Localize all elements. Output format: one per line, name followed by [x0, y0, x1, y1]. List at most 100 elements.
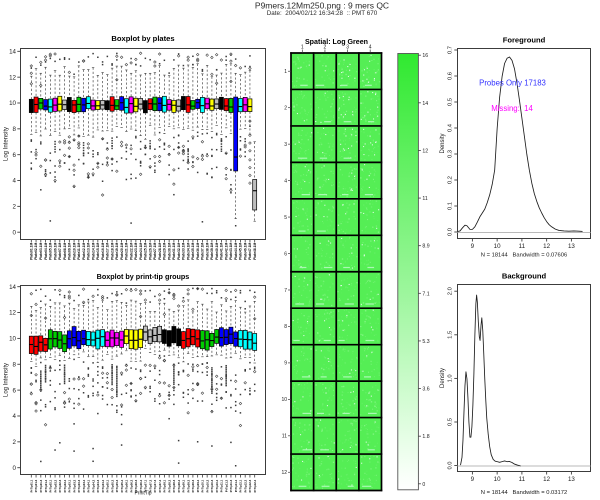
- svg-text:PrTip10.3: PrTip10.3: [210, 479, 214, 492]
- svg-text:Plate41.1M: Plate41.1M: [220, 243, 224, 260]
- svg-text:Plate05.1M: Plate05.1M: [49, 243, 53, 260]
- svg-text:PrTip02.1: PrTip02.1: [49, 479, 53, 492]
- svg-text:Missing: 14: Missing: 14: [491, 104, 533, 113]
- svg-text:Background: Background: [502, 272, 547, 281]
- svg-text:0: 0: [13, 465, 17, 472]
- svg-text:Density: Density: [440, 368, 446, 388]
- svg-text:PrTip02.2: PrTip02.2: [53, 479, 57, 492]
- svg-text:0: 0: [422, 482, 425, 488]
- svg-text:Log Intensity: Log Intensity: [4, 127, 10, 161]
- svg-text:10: 10: [494, 476, 501, 483]
- svg-text:Plate10.1M: Plate10.1M: [72, 243, 76, 260]
- svg-text:PrTip04.1: PrTip04.1: [87, 479, 91, 492]
- svg-text:Plate04.1M: Plate04.1M: [44, 243, 48, 260]
- svg-text:PrTip05.1: PrTip05.1: [106, 479, 110, 492]
- svg-text:Plate28.1M: Plate28.1M: [158, 243, 162, 260]
- svg-text:10: 10: [281, 397, 287, 403]
- svg-text:3: 3: [284, 142, 287, 148]
- svg-text:8: 8: [284, 324, 287, 330]
- svg-text:Date: 2004/02/12 16:34:28 ::: Date: 2004/02/12 16:34:28 :: PMT 670: [267, 10, 378, 17]
- svg-text:PrTip03.2: PrTip03.2: [72, 479, 76, 492]
- svg-text:16: 16: [422, 53, 428, 59]
- svg-text:Plate40.1M: Plate40.1M: [215, 243, 219, 260]
- svg-text:Plate44.1M: Plate44.1M: [234, 243, 238, 260]
- svg-text:PrTip10.4: PrTip10.4: [215, 479, 219, 492]
- svg-text:4: 4: [13, 178, 17, 185]
- svg-text:0.5: 0.5: [448, 418, 454, 426]
- svg-text:PrTip06.4: PrTip06.4: [139, 479, 143, 492]
- svg-text:Plate14.1M: Plate14.1M: [91, 243, 95, 260]
- svg-text:PrTip05.4: PrTip05.4: [120, 479, 124, 492]
- svg-text:Plate07.1M: Plate07.1M: [58, 243, 62, 260]
- svg-text:2.0: 2.0: [448, 287, 454, 295]
- svg-text:0.3: 0.3: [448, 150, 454, 158]
- svg-text:Plate46.1M: Plate46.1M: [243, 243, 247, 260]
- svg-text:13: 13: [568, 476, 575, 483]
- svg-text:PrTip10.1: PrTip10.1: [201, 479, 205, 492]
- svg-text:Plate42.1M: Plate42.1M: [224, 243, 228, 260]
- svg-text:1.8: 1.8: [422, 434, 429, 440]
- svg-text:12: 12: [9, 74, 16, 81]
- svg-text:14: 14: [422, 101, 428, 107]
- svg-text:Plate13.1M: Plate13.1M: [87, 243, 91, 260]
- svg-text:Plate16.1M: Plate16.1M: [101, 243, 105, 260]
- svg-text:3.6: 3.6: [422, 387, 429, 393]
- svg-text:0.7: 0.7: [448, 46, 454, 54]
- svg-text:PrTip12.4: PrTip12.4: [253, 479, 257, 492]
- svg-text:Plate15.1M: Plate15.1M: [96, 243, 100, 260]
- svg-text:11: 11: [282, 434, 287, 440]
- svg-text:5: 5: [284, 215, 287, 221]
- svg-text:Plate21.1M: Plate21.1M: [125, 243, 129, 260]
- svg-text:PrTip02.4: PrTip02.4: [63, 479, 67, 492]
- svg-text:0.6: 0.6: [448, 72, 454, 80]
- svg-text:Plate30.1M: Plate30.1M: [167, 243, 171, 260]
- svg-text:2: 2: [13, 204, 17, 211]
- svg-text:0.1: 0.1: [448, 202, 454, 210]
- svg-text:PrTip05.2: PrTip05.2: [110, 479, 114, 492]
- svg-text:PrTip10.2: PrTip10.2: [205, 479, 209, 492]
- svg-text:10: 10: [9, 100, 16, 107]
- svg-text:Boxplot by print-tip groups: Boxplot by print-tip groups: [97, 272, 190, 281]
- svg-text:PrTip09.4: PrTip09.4: [196, 479, 200, 492]
- svg-text:PrTip02.3: PrTip02.3: [58, 479, 62, 492]
- svg-text:Plate03.1M: Plate03.1M: [39, 243, 43, 260]
- svg-text:PrTip07.3: PrTip07.3: [153, 479, 157, 492]
- svg-text:PrTip11.2: PrTip11.2: [224, 479, 228, 492]
- svg-text:Plate26.1M: Plate26.1M: [148, 243, 152, 260]
- svg-text:Plate19.1M: Plate19.1M: [115, 243, 119, 260]
- svg-text:0.4: 0.4: [448, 123, 454, 132]
- svg-text:12: 12: [422, 148, 428, 154]
- svg-text:0.2: 0.2: [448, 176, 454, 184]
- svg-text:10: 10: [9, 336, 16, 343]
- svg-text:11: 11: [519, 243, 526, 250]
- svg-text:0.0: 0.0: [448, 228, 454, 236]
- svg-text:Plate29.1M: Plate29.1M: [163, 243, 167, 260]
- svg-text:Density: Density: [440, 133, 446, 153]
- svg-text:PrTip04.3: PrTip04.3: [96, 479, 100, 492]
- svg-text:5.3: 5.3: [422, 339, 429, 345]
- svg-text:Plate27.1M: Plate27.1M: [153, 243, 157, 260]
- svg-text:12: 12: [543, 243, 550, 250]
- svg-text:7: 7: [284, 288, 287, 294]
- svg-text:PrTip03.4: PrTip03.4: [82, 479, 86, 492]
- svg-text:Plate25.1M: Plate25.1M: [144, 243, 148, 260]
- svg-text:11: 11: [422, 196, 427, 202]
- svg-text:0: 0: [13, 229, 17, 236]
- svg-text:PrTip07.1: PrTip07.1: [144, 479, 148, 492]
- svg-text:Plate35.1M: Plate35.1M: [191, 243, 195, 260]
- svg-text:8.9: 8.9: [422, 244, 429, 250]
- svg-text:Plate17.1M: Plate17.1M: [106, 243, 110, 260]
- svg-text:9: 9: [471, 476, 475, 483]
- svg-text:6: 6: [13, 387, 17, 394]
- svg-text:4: 4: [13, 413, 17, 420]
- svg-text:PrTip08.2: PrTip08.2: [167, 479, 171, 492]
- svg-text:PrTip03.1: PrTip03.1: [68, 479, 72, 492]
- svg-text:PrTip11.3: PrTip11.3: [229, 479, 233, 492]
- svg-text:PrTip01.3: PrTip01.3: [39, 479, 43, 492]
- svg-text:2: 2: [284, 106, 287, 112]
- svg-text:14: 14: [9, 284, 16, 291]
- svg-text:Plate33.1M: Plate33.1M: [182, 243, 186, 260]
- svg-text:9: 9: [284, 361, 287, 367]
- svg-text:Plate23.1M: Plate23.1M: [134, 243, 138, 260]
- svg-text:Plate37.1M: Plate37.1M: [201, 243, 205, 260]
